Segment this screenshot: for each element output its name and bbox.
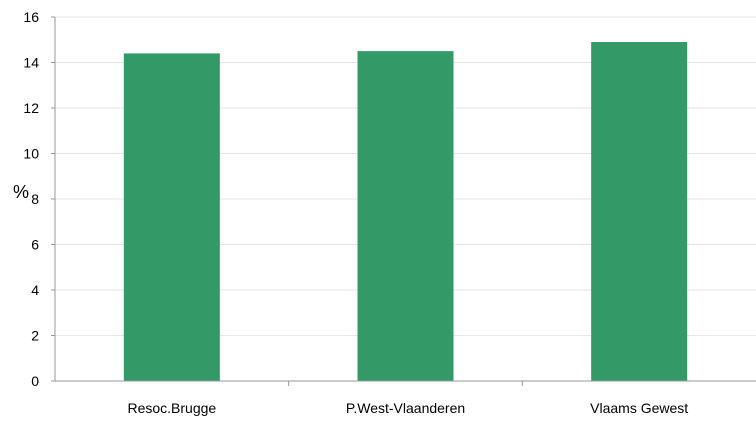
axes	[51, 16, 756, 386]
y-axis-label: %	[13, 182, 29, 202]
bar	[123, 53, 220, 382]
x-tick-label: Resoc.Brugge	[127, 400, 216, 416]
y-tick-label: 16	[23, 9, 39, 25]
x-tick-labels: Resoc.Brugge P.West-Vlaanderen Vlaams Gewe…	[127, 400, 688, 416]
x-tick-label: P.West-Vlaanderen	[346, 400, 465, 416]
y-tick-label: 10	[23, 146, 39, 162]
y-tick-label: 8	[31, 191, 39, 207]
x-tick-label: Vlaams Gewest	[590, 400, 688, 416]
bar	[591, 42, 688, 382]
y-tick-labels: 0 2 4 6 8 10 12 14 16	[23, 9, 39, 389]
y-tick-label: 14	[23, 55, 39, 71]
y-tick-label: 4	[31, 282, 39, 298]
y-tick-label: 0	[31, 373, 39, 389]
bars	[123, 42, 688, 382]
y-tick-label: 6	[31, 237, 39, 253]
bar	[357, 51, 454, 381]
y-tick-label: 12	[23, 100, 39, 116]
y-tick-label: 2	[31, 328, 39, 344]
